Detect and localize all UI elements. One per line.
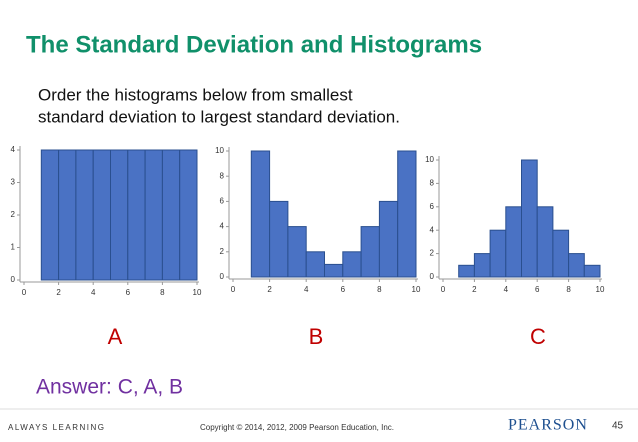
bar (58, 149, 77, 281)
x-tick-label: 10 (193, 288, 202, 297)
x-tick-label: 4 (304, 285, 309, 294)
bar (75, 149, 94, 281)
bar (179, 149, 198, 281)
footer-tagline: ALWAYS LEARNING (8, 423, 105, 432)
x-tick-label: 8 (377, 285, 382, 294)
x-tick-label: 2 (267, 285, 272, 294)
prompt-line: standard deviation to largest standard d… (38, 107, 400, 126)
y-tick-label: 10 (215, 146, 224, 155)
y-tick-label: 1 (11, 243, 16, 252)
chart-label: C (530, 324, 546, 349)
y-tick-label: 2 (11, 210, 16, 219)
bar (92, 149, 111, 281)
bar (161, 149, 181, 281)
bar (110, 149, 129, 281)
y-tick-label: 2 (220, 247, 225, 256)
y-tick-label: 0 (11, 275, 16, 284)
x-tick-label: 0 (231, 285, 236, 294)
x-tick-label: 8 (160, 288, 165, 297)
bar (378, 200, 399, 278)
x-tick-label: 10 (596, 285, 605, 294)
bar (324, 263, 344, 278)
y-tick-label: 0 (220, 272, 225, 281)
x-tick-label: 6 (535, 285, 540, 294)
bar (397, 150, 417, 278)
bar (144, 149, 163, 281)
y-tick-label: 6 (220, 197, 225, 206)
bar (458, 264, 475, 278)
y-tick-label: 10 (425, 155, 434, 164)
bar (127, 149, 146, 281)
y-tick-label: 4 (430, 225, 435, 234)
y-tick-label: 6 (430, 202, 435, 211)
bar (505, 206, 522, 278)
y-tick-label: 4 (220, 222, 225, 231)
x-tick-label: 4 (504, 285, 509, 294)
bar (269, 200, 289, 278)
bar (360, 226, 380, 278)
x-tick-label: 2 (472, 285, 477, 294)
x-tick-label: 6 (341, 285, 346, 294)
bar (473, 253, 491, 278)
bar (568, 253, 585, 278)
page-number: 45 (612, 421, 624, 432)
x-tick-label: 2 (56, 288, 61, 297)
bar (552, 229, 570, 278)
logo: PEARSON (508, 417, 588, 434)
chart-label: A (108, 324, 123, 349)
bar (583, 264, 601, 278)
bar (489, 229, 507, 278)
bar (305, 251, 326, 278)
answer: Answer: C, A, B (36, 376, 183, 399)
bar (536, 206, 554, 278)
y-tick-label: 8 (430, 179, 435, 188)
x-tick-label: 4 (91, 288, 96, 297)
y-tick-label: 3 (11, 178, 16, 187)
chart-label: B (309, 324, 324, 349)
x-tick-label: 10 (412, 285, 421, 294)
bar (40, 149, 60, 281)
bar (342, 251, 362, 278)
prompt-line: Order the histograms below from smallest (38, 85, 353, 104)
bar (521, 159, 538, 278)
bar (250, 150, 271, 278)
bar (287, 226, 307, 278)
x-tick-label: 0 (441, 285, 446, 294)
y-tick-label: 4 (11, 145, 16, 154)
y-tick-label: 8 (220, 171, 225, 180)
x-tick-label: 8 (566, 285, 571, 294)
slide-title: The Standard Deviation and Histograms (26, 31, 482, 58)
x-tick-label: 6 (126, 288, 131, 297)
copyright: Copyright © 2014, 2012, 2009 Pearson Edu… (200, 423, 394, 432)
x-tick-label: 0 (22, 288, 27, 297)
y-tick-label: 0 (430, 272, 435, 281)
y-tick-label: 2 (430, 249, 435, 258)
